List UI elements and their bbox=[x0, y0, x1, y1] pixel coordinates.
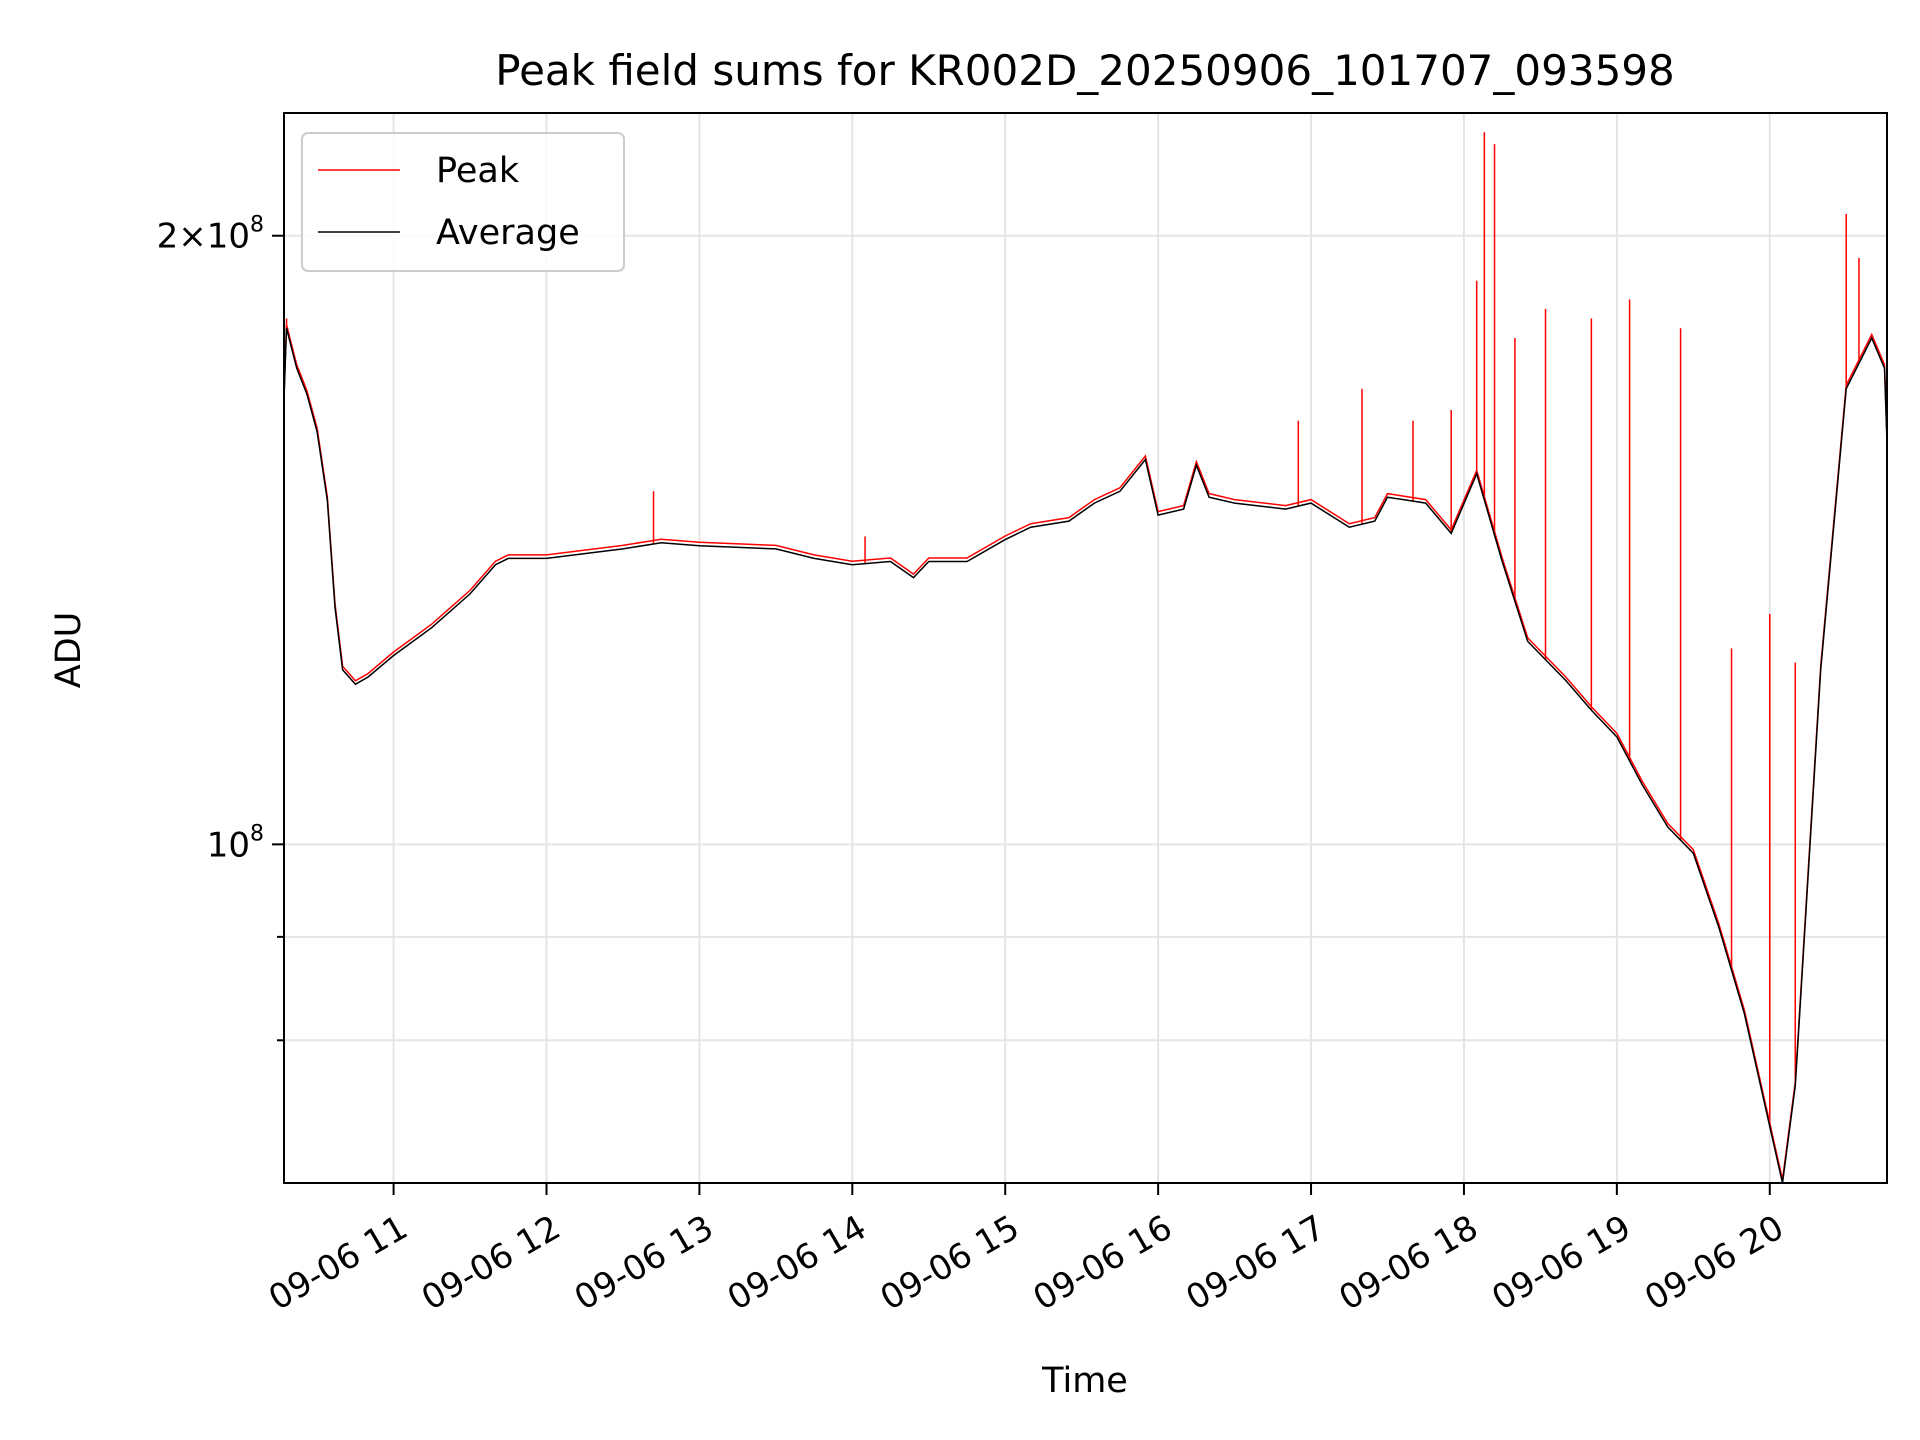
y-tick-label: 2×108 bbox=[157, 213, 264, 257]
y-axis-label: ADU bbox=[49, 612, 89, 689]
x-tick-label: 09-06 11 bbox=[262, 1208, 414, 1319]
x-axis-label: Time bbox=[1041, 1361, 1128, 1401]
x-tick-label: 09-06 13 bbox=[568, 1208, 720, 1319]
y-tick-mantissa: 10 bbox=[207, 825, 250, 865]
x-tick-label: 09-06 14 bbox=[721, 1208, 873, 1319]
x-tick-label: 09-06 12 bbox=[415, 1208, 567, 1319]
x-tick-label: 09-06 16 bbox=[1027, 1208, 1179, 1319]
y-tick-exponent: 8 bbox=[250, 213, 264, 238]
legend: Peak Average bbox=[301, 132, 625, 272]
x-tick-label: 09-06 19 bbox=[1485, 1208, 1637, 1319]
x-tick-label: 09-06 20 bbox=[1638, 1208, 1790, 1319]
series-line-peak bbox=[284, 324, 1887, 1180]
legend-label-peak: Peak bbox=[436, 151, 520, 191]
x-tick-label: 09-06 15 bbox=[874, 1208, 1026, 1319]
grid bbox=[284, 113, 1887, 1183]
y-tick-mantissa: 2×10 bbox=[157, 217, 250, 257]
legend-box bbox=[301, 132, 625, 272]
plot-frame bbox=[283, 112, 1888, 1184]
y-tick-label: 108 bbox=[207, 821, 264, 865]
series-layer bbox=[284, 132, 1887, 1183]
chart-title: Peak field sums for KR002D_20250906_1017… bbox=[495, 46, 1674, 95]
x-tick-label: 09-06 18 bbox=[1332, 1208, 1484, 1319]
series-line-average bbox=[284, 328, 1887, 1183]
x-axis-ticks: 09-06 11 09-06 12 09-06 13 09-06 14 09-06 15… bbox=[262, 1183, 1791, 1319]
x-tick-label: 09-06 17 bbox=[1180, 1208, 1332, 1319]
y-tick-exponent: 8 bbox=[250, 821, 264, 846]
legend-label-average: Average bbox=[436, 213, 580, 253]
